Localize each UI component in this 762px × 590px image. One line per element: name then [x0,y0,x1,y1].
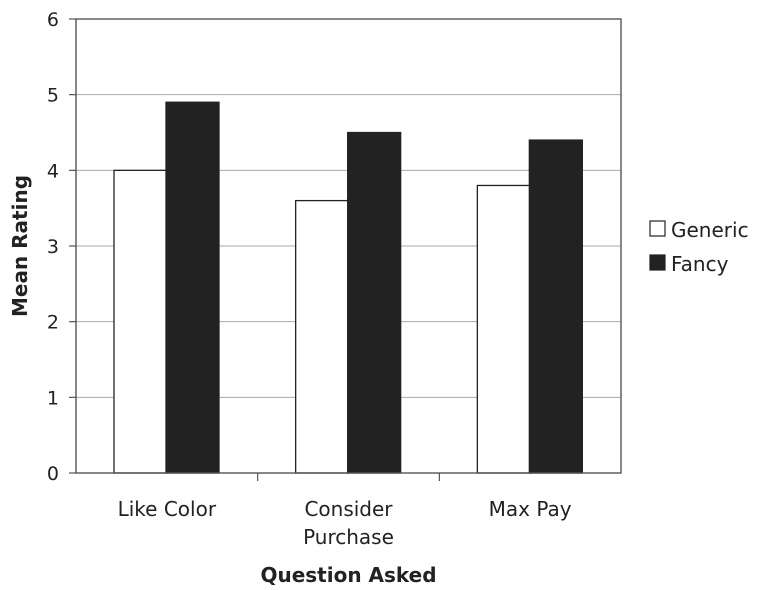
labels: 0 1 2 3 4 5 6 Like Color Consider Purchase Max Pay… [8,9,572,587]
bars [113,101,583,474]
y-tick-label: 1 [47,387,59,409]
y-tick-label: 5 [47,85,59,107]
bar-generic-2 [476,184,531,474]
y-tick-label: 6 [47,9,59,31]
bar-generic-0 [113,169,168,474]
x-tick-label: Max Pay [489,497,572,521]
x-axis-title: Question Asked [260,563,436,587]
plot-frame [75,18,622,474]
y-tick-label: 0 [47,463,59,485]
legend: Generic Fancy [649,218,749,276]
y-tick-label: 3 [47,236,59,258]
axes [69,18,622,481]
x-tick-label-line: Purchase [303,525,394,549]
x-tick-label-line: Like Color [118,497,217,521]
y-axis-title: Mean Rating [8,175,32,317]
y-tick-label: 2 [47,312,59,334]
bar-generic-1 [295,199,350,474]
legend-swatch-generic [649,220,666,237]
legend-label-generic: Generic [671,218,749,242]
bar-fancy-1 [347,131,402,474]
x-tick-label: Consider Purchase [303,497,394,549]
x-tick-label-line: Max Pay [489,497,572,521]
bar-fancy-2 [528,139,583,474]
bar-fancy-0 [165,101,220,474]
legend-label-fancy: Fancy [671,252,729,276]
x-tick-label-line: Consider [304,497,393,521]
legend-swatch-fancy [649,254,666,271]
y-tick-label: 4 [47,160,59,182]
x-tick-label: Like Color [118,497,217,521]
